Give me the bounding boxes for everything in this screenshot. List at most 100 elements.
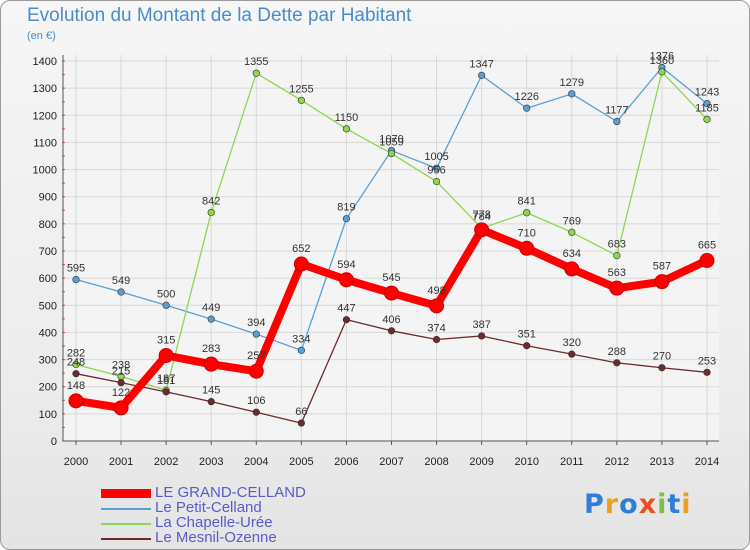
- data-label-le-grand-celland: 587: [653, 261, 671, 273]
- data-label-la-chapelle-uree: 683: [608, 239, 626, 251]
- y-tick-label: 1400: [33, 56, 57, 68]
- y-tick-label: 0: [51, 436, 57, 448]
- data-point-le-grand-celland: [248, 363, 264, 379]
- data-label-le-grand-celland: 545: [382, 272, 400, 284]
- legend-swatch: [101, 523, 151, 525]
- data-point-le-mesnil-ozenne: [162, 388, 170, 396]
- data-label-le-mesnil-ozenne: 145: [202, 385, 220, 397]
- x-tick-label: 2006: [334, 456, 358, 468]
- x-tick-label: 2014: [695, 456, 719, 468]
- data-label-le-mesnil-ozenne: 181: [157, 375, 175, 387]
- data-label-le-grand-celland: 634: [563, 248, 581, 260]
- x-tick-label: 2013: [650, 456, 674, 468]
- data-point-le-petit-celland: [297, 346, 305, 354]
- data-label-le-grand-celland: 315: [157, 335, 175, 347]
- data-label-la-chapelle-uree: 1185: [695, 102, 719, 114]
- data-label-la-chapelle-uree: 187: [157, 373, 175, 385]
- data-label-le-mesnil-ozenne: 406: [382, 314, 400, 326]
- data-point-le-mesnil-ozenne: [207, 398, 215, 406]
- data-label-le-grand-celland: 122: [112, 387, 130, 399]
- data-point-la-chapelle-uree: [703, 115, 711, 123]
- x-tick-label: 2003: [199, 456, 223, 468]
- data-label-le-petit-celland: 1226: [514, 91, 538, 103]
- x-tick-label: 2004: [244, 456, 268, 468]
- data-point-la-chapelle-uree: [207, 208, 215, 217]
- data-label-le-grand-celland: 563: [608, 267, 626, 279]
- data-label-la-chapelle-uree: 1355: [244, 56, 268, 68]
- line-chart: 0 100 200 300 400 500 600 700 800 900 1000 1100 1200…: [33, 51, 720, 468]
- data-point-le-mesnil-ozenne: [117, 379, 125, 387]
- logo-letter: i: [681, 489, 692, 520]
- x-tick-label: 2007: [379, 456, 403, 468]
- data-point-le-petit-celland: [72, 275, 80, 284]
- data-point-le-mesnil-ozenne: [613, 359, 621, 367]
- data-point-le-petit-celland: [568, 90, 576, 98]
- data-point-le-grand-celland: [654, 274, 670, 290]
- data-label-le-petit-celland: 595: [67, 263, 85, 275]
- data-label-la-chapelle-uree: 769: [563, 215, 581, 227]
- logo-letter: r: [604, 489, 620, 520]
- data-label-le-petit-celland: 449: [202, 302, 220, 314]
- y-tick-label: 100: [39, 409, 57, 421]
- data-point-le-petit-celland: [478, 71, 486, 79]
- data-point-le-mesnil-ozenne: [478, 332, 486, 340]
- data-point-le-mesnil-ozenne: [387, 327, 396, 335]
- logo-letter: t: [667, 489, 682, 520]
- y-tick-label: 1000: [33, 165, 57, 177]
- data-point-le-petit-celland: [207, 315, 215, 323]
- data-label-le-grand-celland: 652: [292, 243, 310, 255]
- data-point-le-mesnil-ozenne: [297, 419, 305, 427]
- data-label-la-chapelle-uree: 1059: [379, 137, 403, 149]
- data-label-le-petit-celland: 819: [337, 202, 355, 214]
- data-label-le-grand-celland: 283: [202, 343, 220, 355]
- data-label-la-chapelle-uree: 1150: [335, 112, 359, 124]
- data-point-le-mesnil-ozenne: [72, 370, 80, 378]
- data-point-le-mesnil-ozenne: [703, 368, 711, 376]
- x-tick-label: 2001: [109, 456, 133, 468]
- data-label-la-chapelle-uree: 842: [202, 195, 220, 207]
- data-point-le-petit-celland: [117, 288, 125, 296]
- y-tick-label: 600: [39, 273, 57, 285]
- data-point-le-grand-celland: [519, 240, 535, 256]
- data-point-le-grand-celland: [338, 272, 354, 288]
- legend-swatch: [101, 538, 151, 540]
- data-point-la-chapelle-uree: [658, 68, 666, 76]
- data-label-le-petit-celland: 1279: [560, 77, 584, 89]
- data-point-le-petit-celland: [432, 164, 441, 172]
- data-point-le-petit-celland: [342, 215, 351, 223]
- x-tick-label: 2005: [289, 456, 313, 468]
- data-point-le-mesnil-ozenne: [432, 335, 441, 344]
- data-label-le-mesnil-ozenne: 106: [247, 395, 265, 407]
- y-tick-label: 500: [39, 300, 57, 312]
- data-point-le-petit-celland: [613, 117, 621, 126]
- data-label-le-mesnil-ozenne: 351: [518, 329, 536, 341]
- data-label-le-grand-celland: 778: [472, 209, 490, 221]
- data-point-le-grand-celland: [474, 222, 490, 238]
- data-label-la-chapelle-uree: 841: [518, 196, 536, 208]
- data-label-le-petit-celland: 1347: [469, 58, 493, 70]
- data-point-le-petit-celland: [252, 330, 260, 338]
- data-label-la-chapelle-uree: 282: [67, 347, 85, 359]
- x-tick-label: 2008: [424, 456, 448, 468]
- chart-unit: (en €): [27, 30, 56, 42]
- data-label-le-mesnil-ozenne: 66: [295, 406, 307, 418]
- data-label-le-petit-celland: 1005: [424, 151, 448, 163]
- data-point-la-chapelle-uree: [72, 360, 80, 369]
- data-label-le-petit-celland: 1376: [650, 51, 674, 63]
- data-label-la-chapelle-uree: 784: [472, 211, 490, 223]
- data-label-le-mesnil-ozenne: 374: [427, 322, 445, 334]
- data-label-le-grand-celland: 594: [337, 259, 355, 271]
- data-point-la-chapelle-uree: [252, 69, 260, 77]
- legend-label: La Chapelle-Urée: [155, 514, 273, 531]
- data-label-le-mesnil-ozenne: 447: [337, 303, 355, 315]
- legend-label: Le Petit-Celland: [155, 499, 262, 516]
- data-label-le-grand-celland: 498: [427, 285, 445, 297]
- data-point-le-grand-celland: [113, 400, 129, 416]
- data-label-le-grand-celland: 257: [247, 350, 265, 362]
- y-tick-label: 300: [39, 355, 57, 367]
- data-label-le-grand-celland: 148: [67, 380, 85, 392]
- data-label-le-mesnil-ozenne: 215: [112, 366, 130, 378]
- data-label-le-petit-celland: 1070: [379, 134, 403, 146]
- logo-letter: i: [657, 489, 668, 520]
